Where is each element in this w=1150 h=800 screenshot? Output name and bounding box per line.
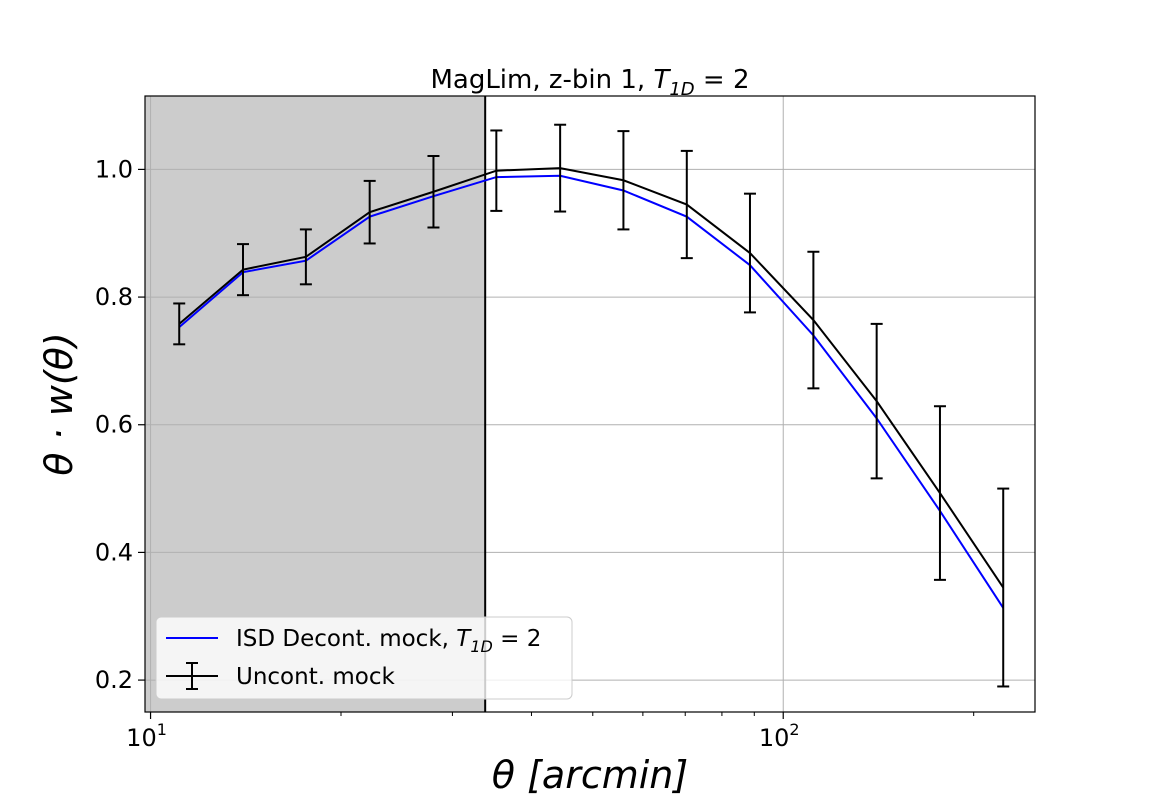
errorbar <box>237 243 250 297</box>
chart-title: MagLim, z-bin 1, T1D = 2 <box>430 65 749 100</box>
y-tick-label: 0.8 <box>95 283 133 311</box>
x-tick-label: 101 <box>126 720 167 752</box>
y-tick-label: 0.6 <box>95 411 133 439</box>
legend-label-uncont: Uncont. mock <box>236 664 395 690</box>
series-layer <box>173 123 1010 688</box>
series-line-uncont <box>178 167 1005 589</box>
errorbar <box>933 405 946 581</box>
y-tick-label: 1.0 <box>95 155 133 183</box>
legend: ISD Decont. mock, T1D = 2 Uncont. mock <box>155 616 573 700</box>
x-axis-label: θ [arcmin] <box>492 753 688 797</box>
errorbar <box>680 149 693 260</box>
errorbar <box>807 250 820 390</box>
errorbar <box>299 228 312 286</box>
legend-swatch-uncont <box>166 662 218 690</box>
errorbar <box>490 129 503 212</box>
axes-frame-layer <box>144 95 1036 713</box>
legend-label-isd-decont: ISD Decont. mock, T1D = 2 <box>236 626 541 656</box>
errorbar <box>870 322 883 480</box>
errorbar <box>173 302 186 346</box>
errorbar <box>363 179 376 245</box>
errorbar <box>617 130 630 231</box>
x-tick-label: 102 <box>759 720 800 752</box>
axes-frame <box>144 95 1036 713</box>
y-tick-label: 0.2 <box>95 666 133 694</box>
series-line-isd-decont <box>178 174 1005 609</box>
errorbar <box>554 123 567 213</box>
tick-layer: 0.2 0.4 0.6 0.8 1.0 101 102 <box>95 155 975 752</box>
errorbar <box>427 155 440 229</box>
errorbar <box>743 192 756 314</box>
y-axis-label: θ · w(θ) <box>37 332 81 475</box>
grid-layer <box>145 96 1035 712</box>
errorbar <box>997 487 1010 688</box>
y-tick-label: 0.4 <box>95 538 133 566</box>
legend-box <box>155 616 573 700</box>
